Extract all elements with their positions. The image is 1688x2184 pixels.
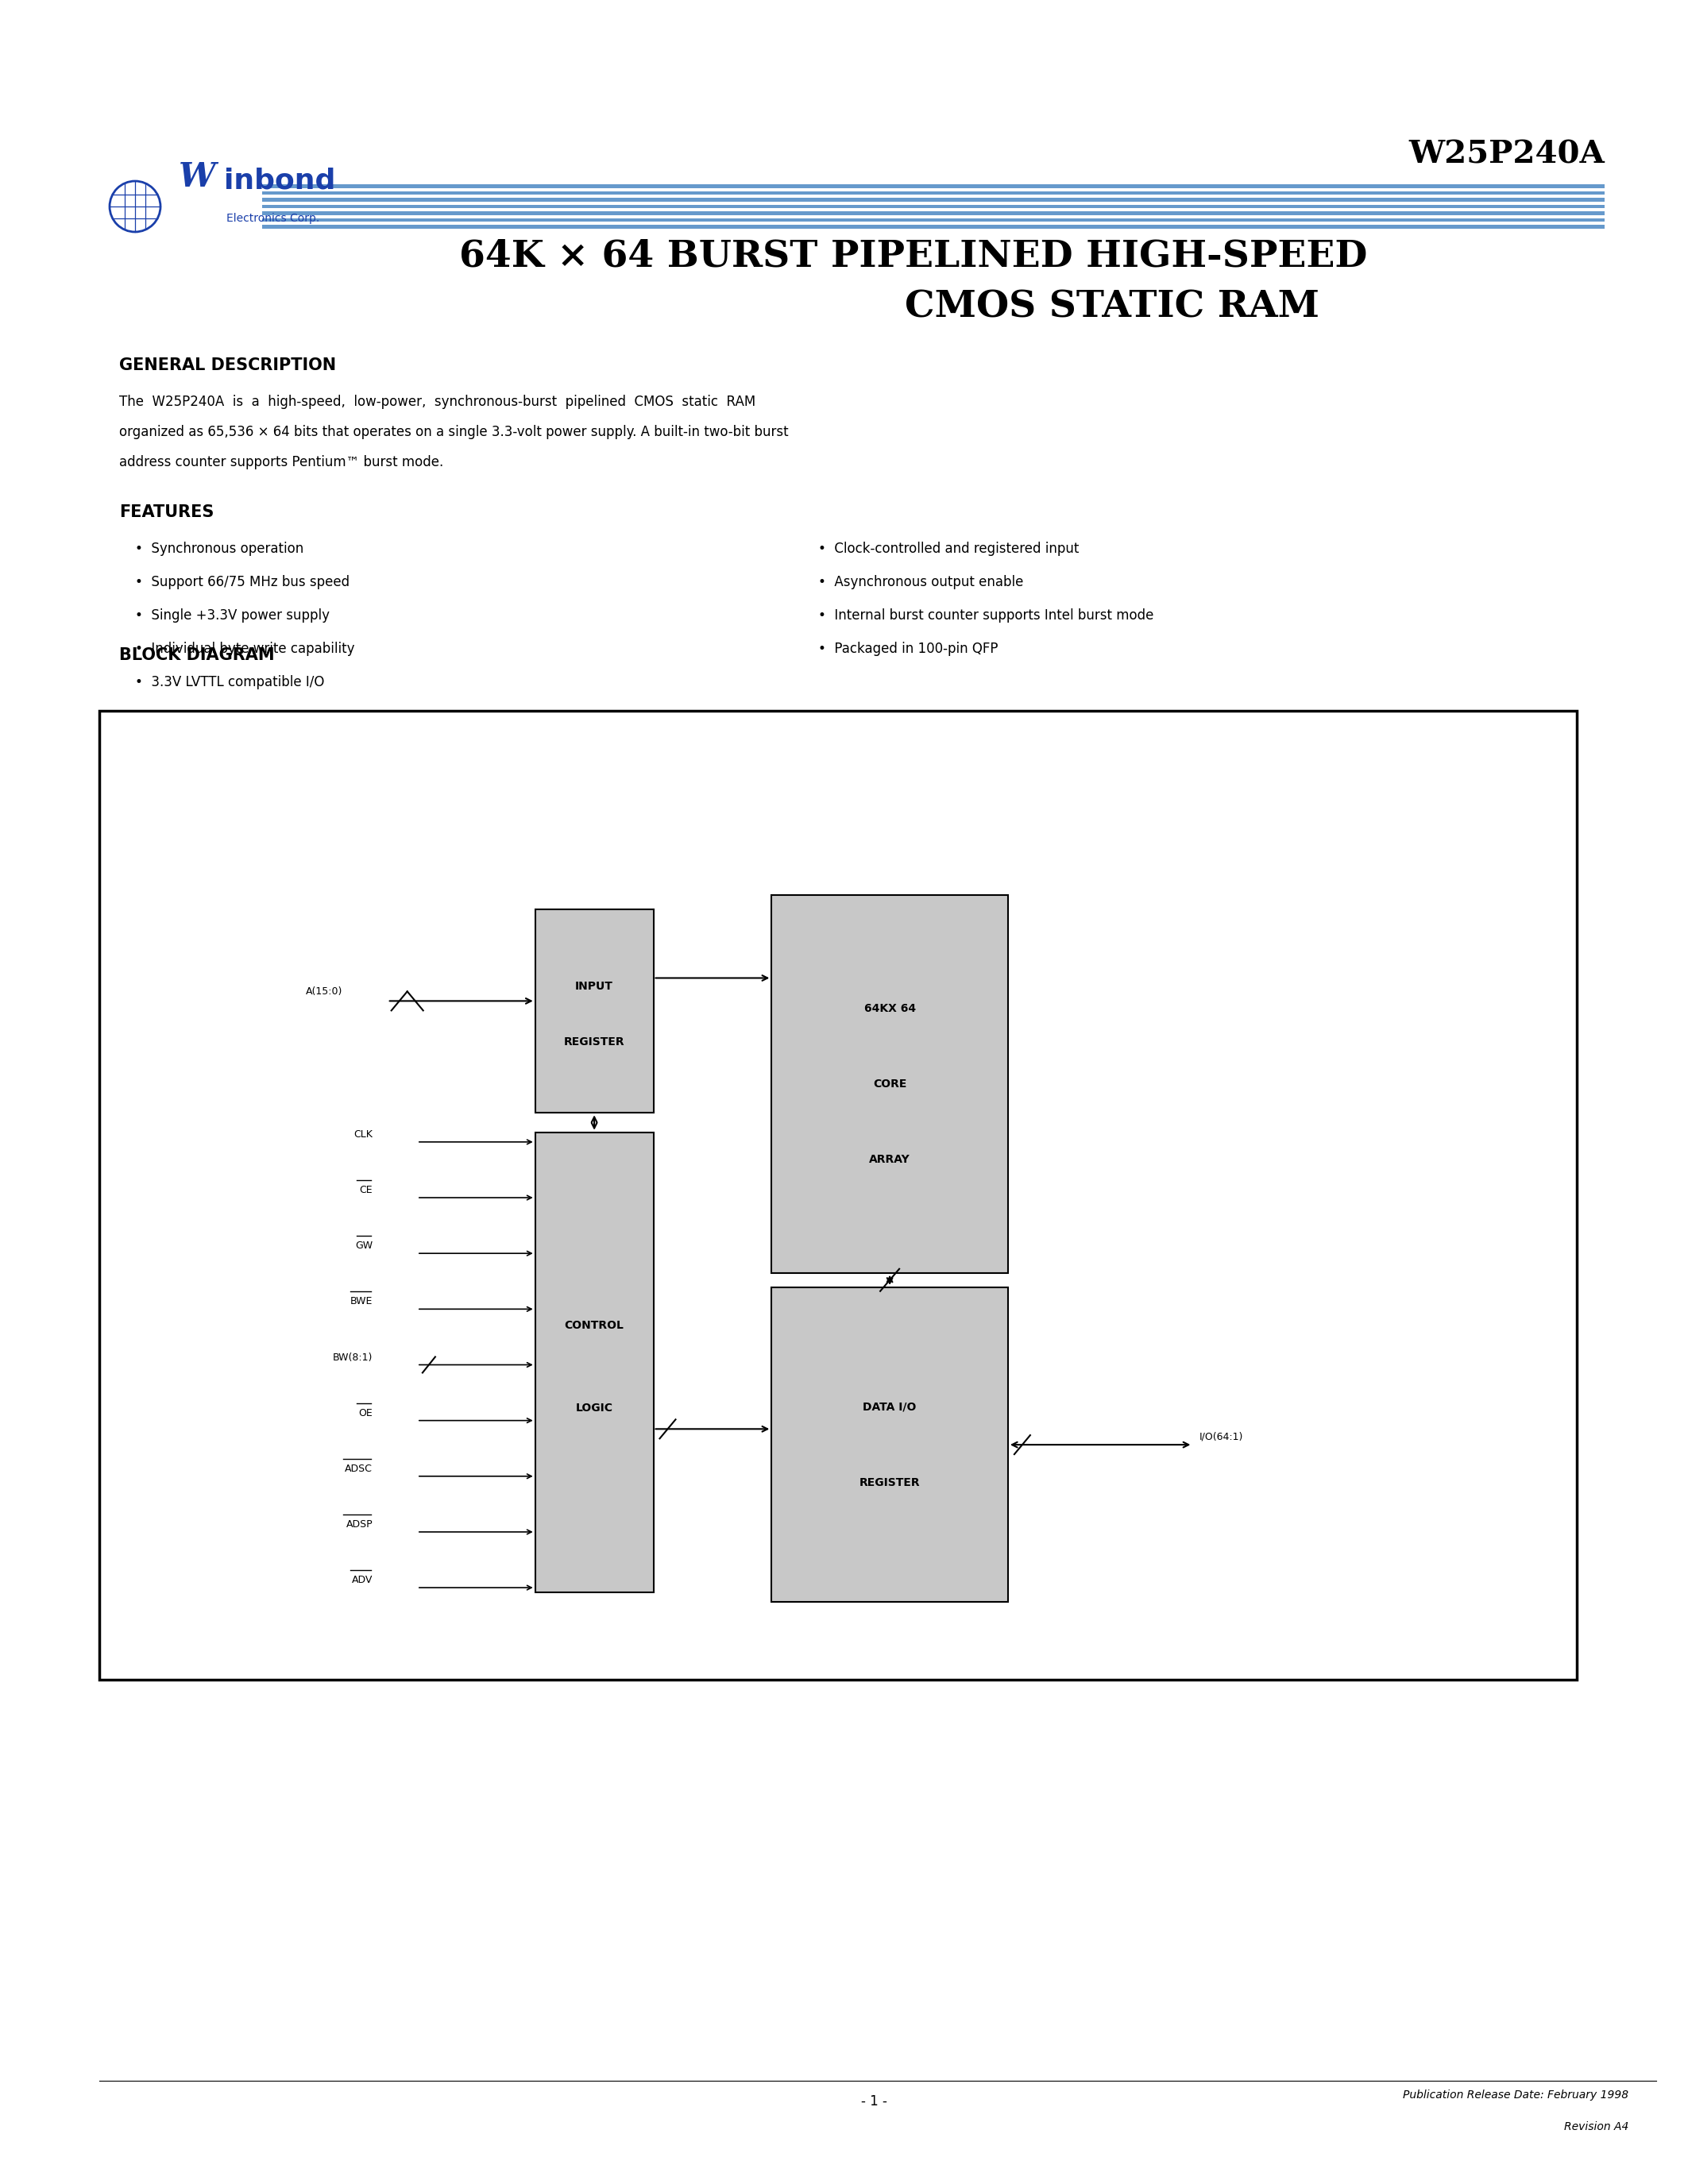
Text: organized as 65,536 × 64 bits that operates on a single 3.3-volt power supply. A: organized as 65,536 × 64 bits that opera… [120, 426, 788, 439]
Text: 64K × 64 BURST PIPELINED HIGH-SPEED: 64K × 64 BURST PIPELINED HIGH-SPEED [459, 238, 1367, 273]
Text: The  W25P240A  is  a  high-speed,  low-power,  synchronous-burst  pipelined  CMO: The W25P240A is a high-speed, low-power,… [120, 395, 756, 408]
Bar [262, 225, 1605, 229]
Text: - 1 -: - 1 - [861, 2094, 886, 2108]
Text: •  Clock-controlled and registered input: • Clock-controlled and registered input [819, 542, 1079, 557]
Text: W: W [179, 159, 216, 194]
Bar [100, 710, 1577, 1679]
Text: ADV: ADV [351, 1575, 373, 1586]
Bar [262, 199, 1605, 201]
Text: •  Packaged in 100-pin QFP: • Packaged in 100-pin QFP [819, 642, 998, 655]
Text: CLK: CLK [354, 1129, 373, 1140]
Bar [262, 212, 1605, 216]
Text: BWE: BWE [349, 1297, 373, 1306]
Text: CORE: CORE [873, 1079, 906, 1090]
Bar [262, 190, 1605, 194]
Text: •  Single +3.3V power supply: • Single +3.3V power supply [135, 609, 329, 622]
Text: GW: GW [354, 1241, 373, 1251]
Bar [262, 205, 1605, 207]
Text: FEATURES: FEATURES [120, 505, 214, 520]
Text: A(15:0): A(15:0) [306, 987, 343, 998]
Text: •  Support 66/75 MHz bus speed: • Support 66/75 MHz bus speed [135, 574, 349, 590]
Bar [535, 1131, 653, 1592]
Text: GENERAL DESCRIPTION: GENERAL DESCRIPTION [120, 358, 336, 373]
Text: •  Synchronous operation: • Synchronous operation [135, 542, 304, 557]
Text: Publication Release Date: February 1998: Publication Release Date: February 1998 [1403, 2090, 1629, 2101]
Text: DATA I/O: DATA I/O [863, 1402, 917, 1413]
Text: BLOCK DIAGRAM: BLOCK DIAGRAM [120, 646, 275, 664]
Text: CONTROL: CONTROL [564, 1319, 625, 1330]
Text: 64KX 64: 64KX 64 [864, 1002, 915, 1013]
Text: OE: OE [358, 1409, 373, 1417]
Text: ADSP: ADSP [346, 1520, 373, 1529]
Text: W25P240A: W25P240A [1408, 140, 1605, 170]
Text: •  Internal burst counter supports Intel burst mode: • Internal burst counter supports Intel … [819, 609, 1153, 622]
Text: •  Individual byte write capability: • Individual byte write capability [135, 642, 354, 655]
Text: I/O(64:1): I/O(64:1) [1198, 1431, 1242, 1441]
Text: INPUT: INPUT [576, 981, 613, 992]
Text: Electronics Corp.: Electronics Corp. [226, 212, 319, 225]
Bar [262, 218, 1605, 223]
Bar [262, 183, 1605, 188]
Bar [771, 1286, 1008, 1603]
Text: REGISTER: REGISTER [859, 1476, 920, 1487]
Text: CE: CE [360, 1186, 373, 1195]
Text: CMOS STATIC RAM: CMOS STATIC RAM [905, 288, 1320, 325]
Text: ADSC: ADSC [344, 1463, 373, 1474]
Text: Revision A4: Revision A4 [1563, 2121, 1629, 2132]
Text: REGISTER: REGISTER [564, 1035, 625, 1048]
Text: BW(8:1): BW(8:1) [333, 1352, 373, 1363]
Text: inbond: inbond [225, 166, 336, 194]
Text: •  3.3V LVTTL compatible I/O: • 3.3V LVTTL compatible I/O [135, 675, 324, 690]
Bar [771, 895, 1008, 1273]
Text: •  Asynchronous output enable: • Asynchronous output enable [819, 574, 1023, 590]
Text: LOGIC: LOGIC [576, 1402, 613, 1413]
Text: address counter supports Pentium™ burst mode.: address counter supports Pentium™ burst … [120, 454, 444, 470]
Text: ARRAY: ARRAY [869, 1153, 910, 1164]
Bar [535, 909, 653, 1114]
